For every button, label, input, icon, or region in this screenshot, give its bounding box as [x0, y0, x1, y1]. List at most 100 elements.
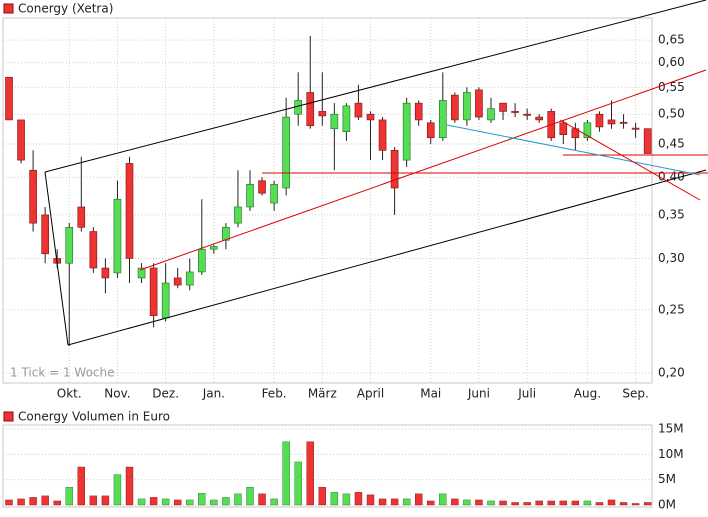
candle-body — [101, 267, 110, 279]
candle-body — [643, 128, 652, 154]
candle-body — [451, 94, 459, 121]
volume-bar — [366, 494, 375, 506]
candle-body — [595, 113, 604, 128]
trend-line — [446, 124, 701, 176]
candle-body — [222, 226, 230, 241]
candle-body — [210, 246, 218, 250]
volume-bar — [234, 493, 242, 506]
volume-bar — [186, 499, 194, 506]
candle-body — [366, 113, 375, 121]
volume-bar — [270, 498, 278, 506]
volume-bar — [643, 502, 652, 506]
volume-bar — [583, 500, 592, 506]
volume-bar — [511, 502, 519, 506]
candle-body — [113, 198, 122, 274]
volume-bar — [619, 502, 628, 506]
volume-bar — [318, 487, 326, 506]
channel-edge — [44, 171, 69, 346]
volume-bar — [342, 493, 351, 506]
volume-bar — [17, 498, 25, 506]
volume-bar — [330, 492, 339, 506]
volume-bar — [523, 502, 531, 506]
candle-body — [535, 116, 544, 121]
x-tick-label: März — [308, 387, 337, 401]
candle-body — [499, 102, 507, 112]
volume-bar — [402, 498, 411, 506]
candle-body — [41, 214, 49, 255]
trend-line — [139, 69, 707, 271]
candle-body — [282, 116, 290, 189]
volume-bar — [306, 441, 314, 506]
channel-upper — [44, 0, 707, 173]
x-tick-label: Jan. — [202, 387, 225, 401]
candle-body — [559, 122, 568, 136]
volume-bar — [427, 500, 435, 506]
volume-bar — [595, 502, 604, 506]
candle-body — [511, 111, 519, 113]
volume-bar — [451, 498, 459, 506]
x-tick-label: Mai — [420, 387, 441, 401]
volume-bar — [65, 487, 73, 506]
volume-bar — [378, 498, 387, 506]
x-tick-label: Feb. — [262, 387, 287, 401]
chart-title: Conergy (Xetra) — [18, 2, 113, 16]
volume-bar — [101, 495, 110, 506]
candle-body — [475, 89, 483, 118]
candle-body — [246, 184, 254, 208]
x-tick-label: April — [357, 387, 384, 401]
candle-body — [149, 267, 158, 316]
volume-bar — [258, 493, 266, 506]
candle-body — [5, 76, 13, 121]
volume-bar — [354, 492, 363, 506]
volume-bar — [29, 497, 37, 506]
y-tick-label: 0,55 — [658, 80, 685, 94]
candle-body — [438, 100, 447, 139]
price-frame — [2, 17, 653, 384]
volume-bar — [415, 493, 423, 506]
channel-lower — [67, 169, 707, 346]
volume-bar — [222, 497, 230, 506]
volume-bar — [41, 495, 49, 506]
volume-bar — [499, 500, 507, 506]
legend-swatch — [3, 411, 14, 422]
x-tick-label: Juli — [517, 387, 536, 401]
x-tick-label: Okt. — [57, 387, 82, 401]
x-tick-label: Aug. — [574, 387, 601, 401]
volume-bar — [113, 474, 122, 506]
candle-body — [378, 119, 387, 151]
candle-body — [17, 119, 25, 161]
volume-bar — [571, 500, 580, 506]
volume-bar — [198, 493, 206, 506]
candle-body — [89, 231, 98, 269]
volume-bar — [463, 499, 471, 506]
volume-bar — [559, 500, 567, 506]
annotation: 1 Tick = 1 Woche — [10, 366, 115, 380]
candle-body — [125, 163, 134, 259]
y-tick-label: 0,45 — [658, 136, 685, 150]
candle-body — [487, 108, 495, 121]
y-tick-label: 10M — [658, 447, 684, 461]
x-tick-label: Dez. — [152, 387, 179, 401]
candle-body — [583, 122, 592, 139]
candle-body — [354, 102, 363, 118]
candle-body — [198, 248, 206, 273]
candle-body — [342, 105, 351, 132]
candle-body — [270, 184, 278, 204]
candle-body — [77, 206, 86, 228]
volume-bar — [535, 500, 543, 506]
volume-bar — [89, 495, 98, 506]
candle-body — [173, 277, 182, 286]
y-tick-label: 0,65 — [658, 33, 685, 47]
candle-body — [414, 102, 423, 121]
y-tick-label: 0,25 — [658, 302, 685, 316]
volume-bar — [294, 461, 302, 506]
volume-bar — [125, 466, 134, 506]
trend-lines — [44, 0, 708, 346]
trend-line — [559, 119, 701, 201]
volume-bar — [439, 493, 447, 506]
volume-bar — [487, 500, 495, 506]
candle-body — [330, 113, 339, 129]
candle-body — [390, 150, 399, 189]
candle-body — [161, 282, 170, 319]
volume-bar — [607, 499, 616, 506]
